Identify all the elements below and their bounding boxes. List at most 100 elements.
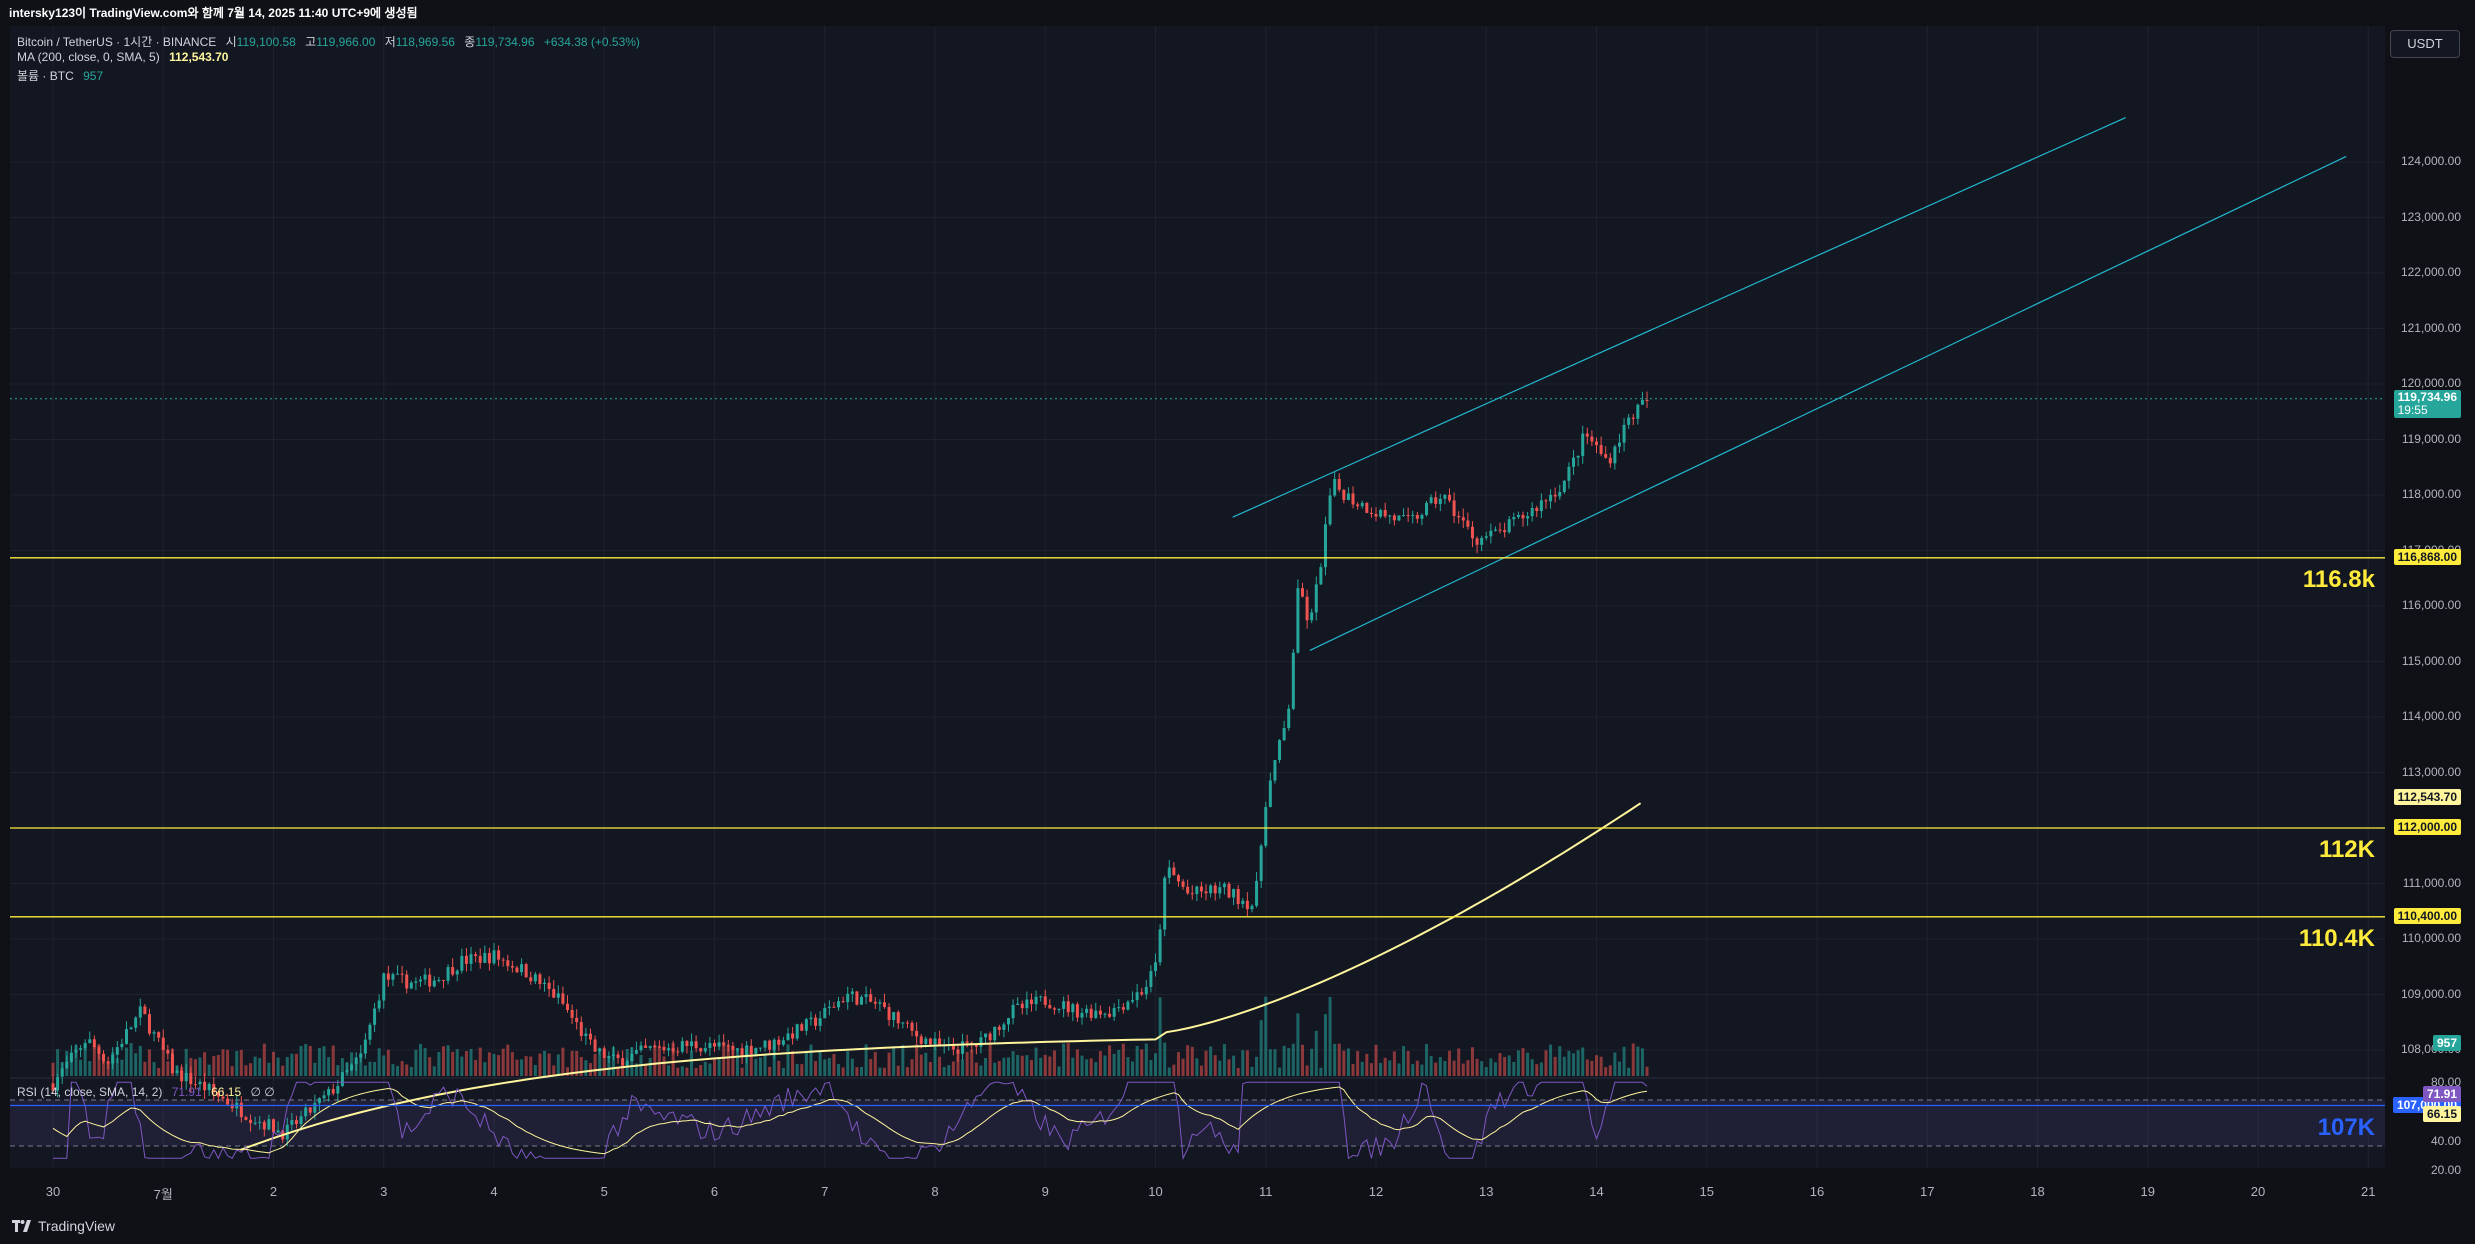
- volume-bar: [1278, 1067, 1282, 1076]
- candle-body: [143, 1006, 147, 1015]
- candle-body: [308, 1107, 312, 1113]
- candle-body: [487, 952, 491, 964]
- volume-bar: [152, 1062, 156, 1076]
- volume-bar: [1397, 1063, 1401, 1076]
- candle-body: [382, 973, 386, 1001]
- volume-bar: [1608, 1065, 1612, 1076]
- candle-body: [1034, 996, 1038, 1005]
- volume-bar: [754, 1058, 758, 1076]
- candle-body: [1452, 500, 1456, 516]
- legend-rsi-line[interactable]: RSI (14, close, SMA, 14, 2) 71.91 66.15 …: [17, 1085, 281, 1099]
- volume-bar: [1135, 1045, 1139, 1076]
- volume-bar: [363, 1065, 367, 1076]
- candle-body: [1296, 588, 1300, 653]
- candle-body: [602, 1048, 606, 1059]
- candle-body: [226, 1098, 230, 1105]
- last-price-value: 119,734.96: [2397, 389, 2457, 404]
- volume-bar: [92, 1045, 96, 1076]
- volume-bar: [607, 1057, 611, 1076]
- volume-bar: [979, 1065, 983, 1076]
- candle-body: [1480, 537, 1484, 545]
- volume-bar: [1351, 1063, 1355, 1076]
- volume-bar: [193, 1059, 197, 1076]
- candle-body: [483, 952, 487, 963]
- y-axis-tick-label: 116,000.00: [2401, 598, 2461, 612]
- candle-body: [919, 1036, 923, 1044]
- candle-body: [804, 1019, 808, 1031]
- volume-bar: [1144, 1043, 1148, 1076]
- rsi-axis-tick-label: 20.00: [2430, 1163, 2461, 1177]
- candle-body: [221, 1096, 225, 1099]
- candle-body: [1631, 417, 1635, 419]
- candle-body: [423, 974, 427, 980]
- candle-body: [327, 1089, 331, 1096]
- volume-bar: [818, 1051, 822, 1076]
- candle-body: [1544, 500, 1548, 502]
- legend-ma-line[interactable]: MA (200, close, 0, SMA, 5) 112,543.70: [17, 50, 234, 64]
- chart-panel[interactable]: [10, 26, 2385, 1168]
- currency-button[interactable]: USDT: [2390, 30, 2460, 58]
- volume-bar: [166, 1061, 170, 1076]
- last-price-tag: 119,734.96 19:55: [2393, 389, 2461, 418]
- candle-body: [1094, 1010, 1098, 1018]
- volume-bar: [1581, 1047, 1585, 1076]
- volume-bar: [382, 1055, 386, 1076]
- candle-body: [138, 1006, 142, 1018]
- candle-body: [1448, 494, 1451, 501]
- volume-bar: [1493, 1062, 1497, 1076]
- candle-body: [1117, 1007, 1121, 1009]
- candle-body: [1043, 996, 1047, 1005]
- volume-bar: [1392, 1051, 1396, 1076]
- candle-body: [690, 1041, 694, 1047]
- candle-body: [290, 1120, 294, 1125]
- volume-bar: [483, 1062, 487, 1076]
- volume-bar: [974, 1062, 978, 1076]
- candle-body: [726, 1044, 730, 1046]
- candle-body: [1186, 886, 1190, 894]
- ma-axis-tag: 112,543.70: [2393, 788, 2461, 805]
- volume-bar: [396, 1066, 400, 1076]
- candle-body: [1314, 584, 1318, 613]
- legend-high: 119,966.00: [316, 35, 376, 49]
- volume-bar: [97, 1044, 101, 1076]
- x-axis-tick-label: 10: [1148, 1184, 1163, 1199]
- footer-brand[interactable]: TradingView: [12, 1218, 115, 1234]
- volume-bar: [1172, 1064, 1176, 1076]
- volume-bar: [855, 1067, 859, 1076]
- volume-bar: [763, 1053, 767, 1076]
- candle-body: [1470, 526, 1474, 539]
- volume-bar: [1305, 1065, 1309, 1076]
- volume-bar: [1365, 1053, 1369, 1076]
- candle-body: [616, 1054, 620, 1059]
- volume-bar: [575, 1051, 579, 1076]
- volume-bar: [336, 1065, 340, 1076]
- volume-bar: [446, 1045, 450, 1076]
- volume-bar: [203, 1052, 207, 1076]
- volume-bar: [988, 1043, 992, 1076]
- candle-body: [152, 1032, 156, 1034]
- candle-body: [588, 1033, 592, 1040]
- volume-bar: [405, 1064, 409, 1076]
- y-axis-tick-label: 110,000.00: [2401, 931, 2461, 945]
- volume-bar: [1489, 1058, 1493, 1076]
- candle-body: [543, 982, 547, 984]
- legend-volume-line[interactable]: 볼륨 · BTC 957: [17, 67, 109, 84]
- candle-body: [1420, 514, 1424, 519]
- volume-bar: [1379, 1062, 1383, 1076]
- volume-bar: [662, 1056, 666, 1076]
- candle-body: [988, 1033, 992, 1041]
- volume-bar: [423, 1047, 427, 1076]
- legend-low: 118,969.56: [395, 35, 455, 49]
- volume-bar: [1530, 1059, 1534, 1076]
- volume-bar: [777, 1060, 781, 1076]
- volume-bar: [1080, 1055, 1084, 1076]
- volume-bar: [901, 1044, 905, 1076]
- candle-body: [928, 1038, 932, 1045]
- price-chart[interactable]: [10, 26, 2385, 1168]
- candle-body: [1227, 883, 1231, 898]
- candle-body: [984, 1033, 988, 1038]
- candle-body: [1461, 517, 1465, 521]
- volume-bar: [230, 1066, 234, 1076]
- candle-body: [786, 1033, 790, 1041]
- candle-body: [120, 1043, 124, 1048]
